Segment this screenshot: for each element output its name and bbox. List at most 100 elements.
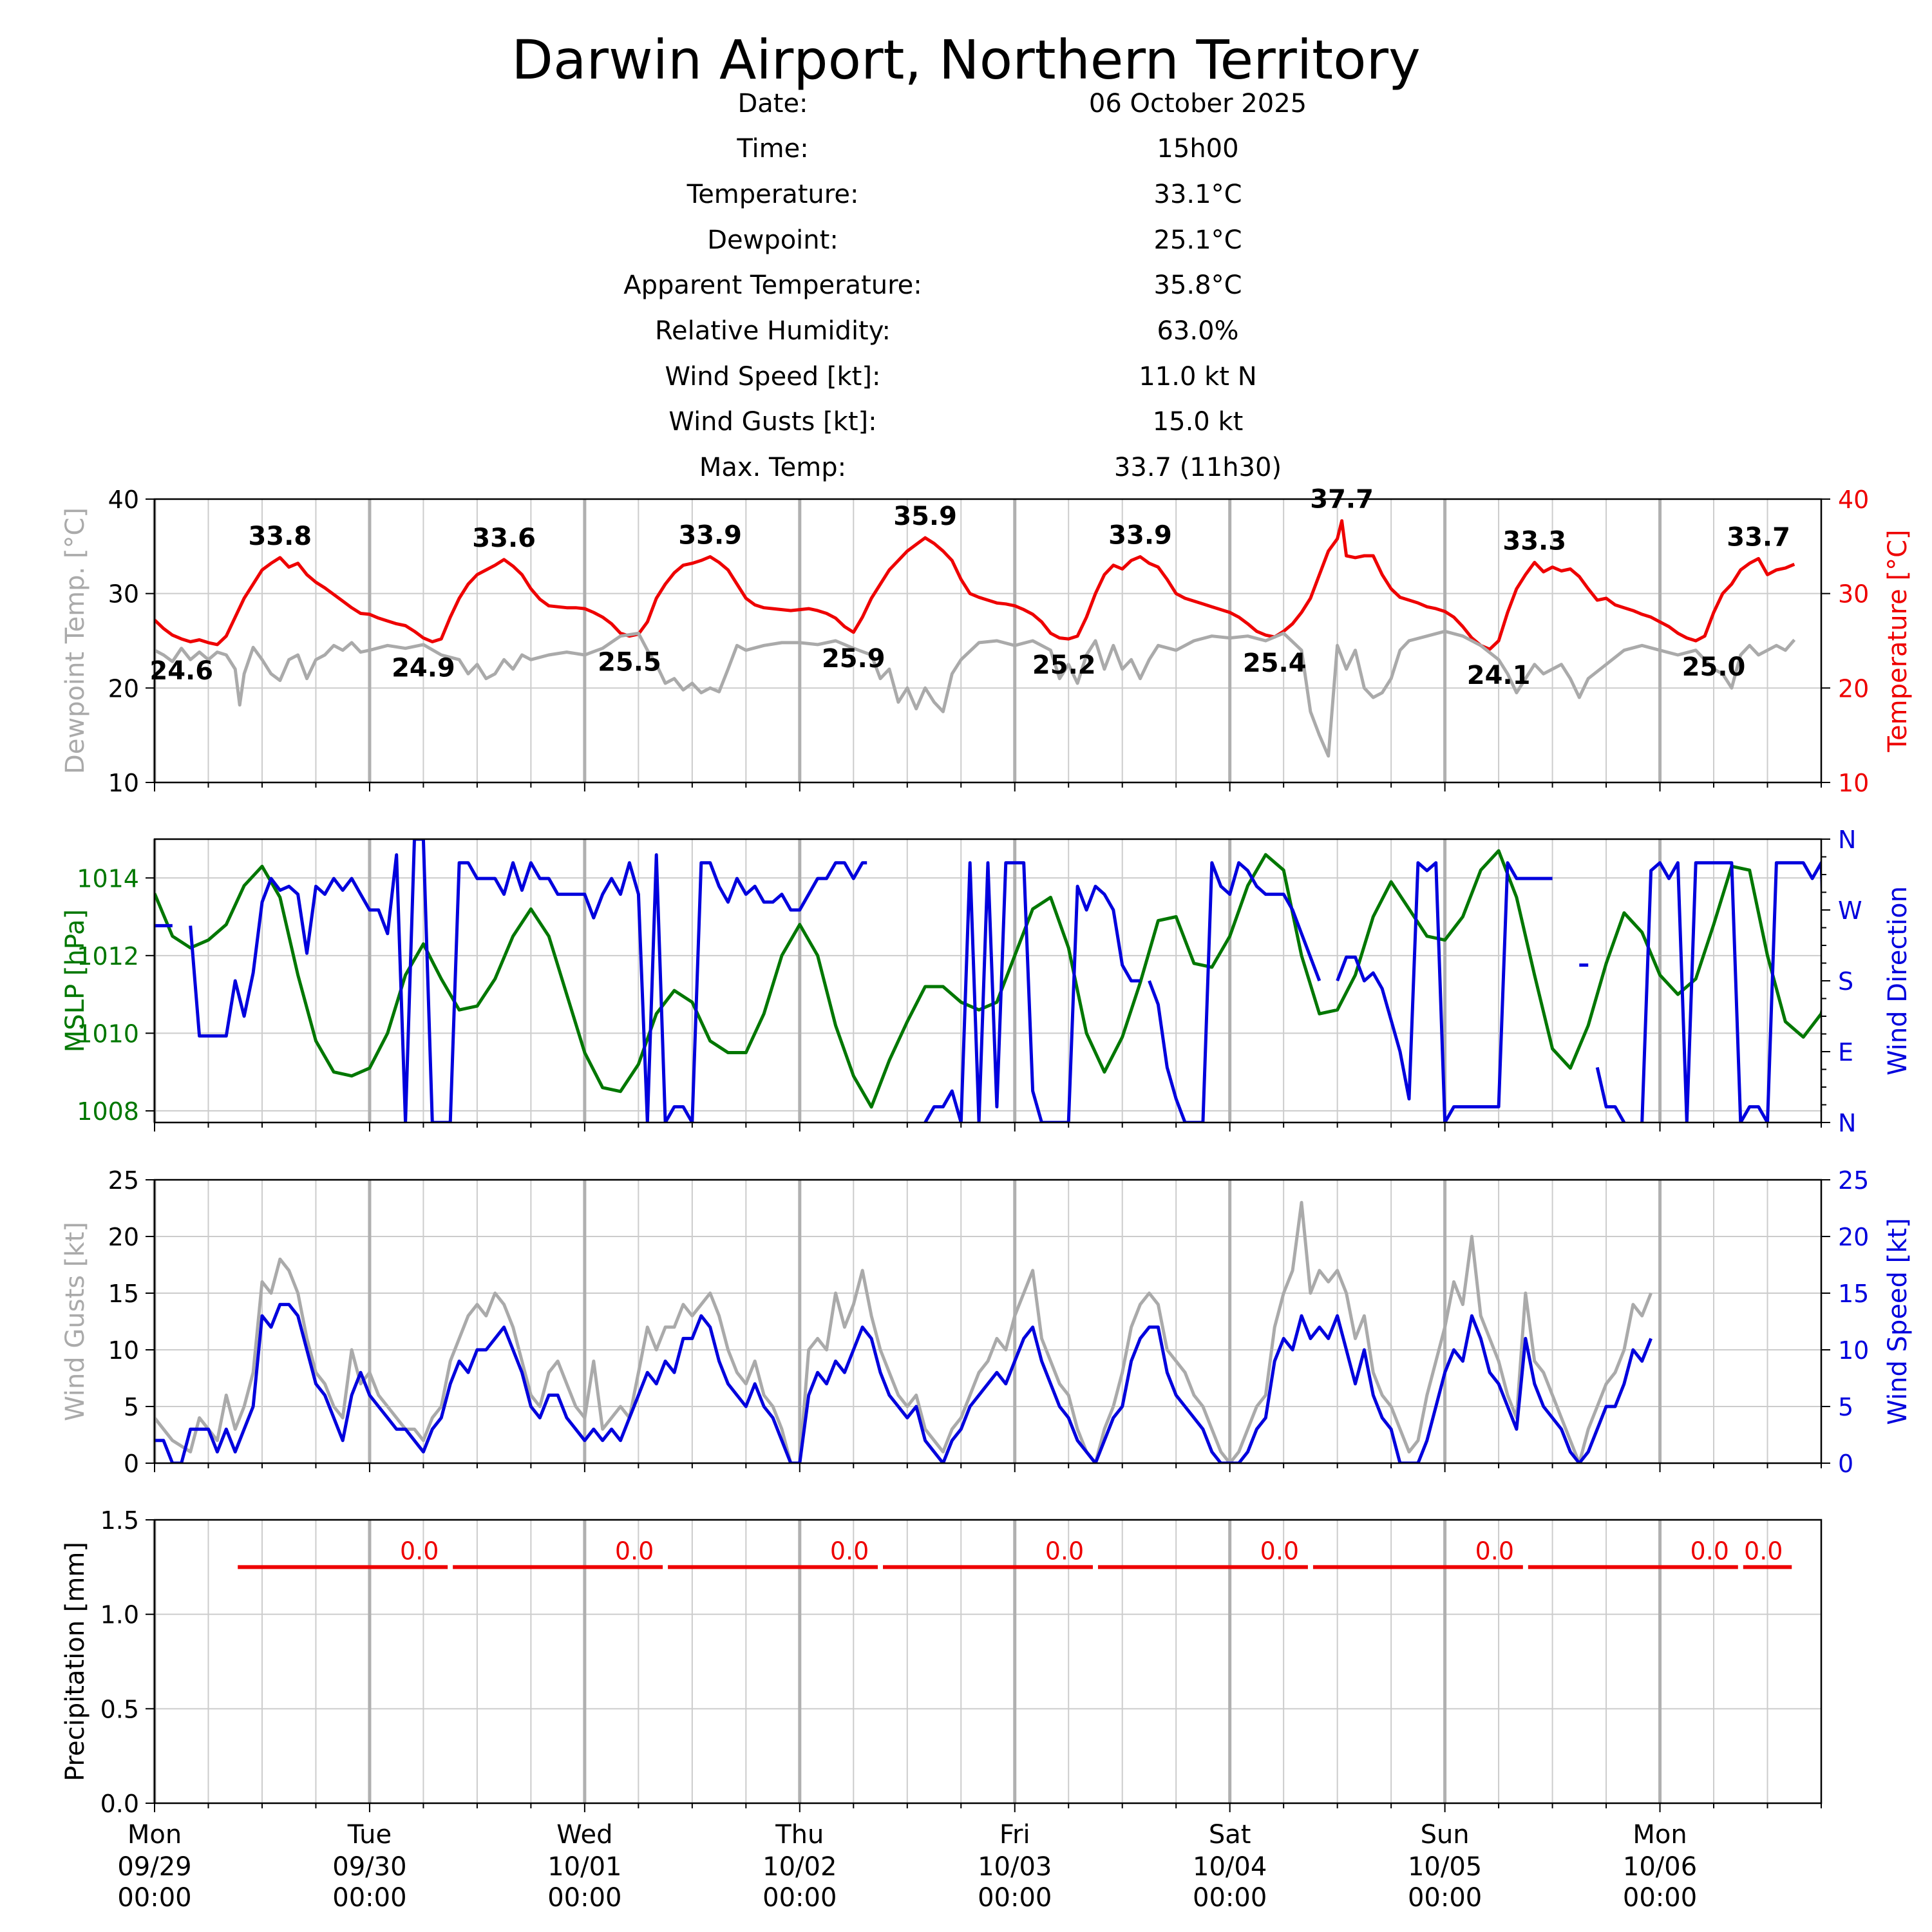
x-tick-day-label: Mon [128,1820,182,1850]
x-tick-time-label: 00:00 [762,1883,837,1913]
precipitation-total-label: 0.0 [1744,1537,1783,1565]
info-label: Wind Speed [kt]: [665,362,881,392]
info-label: Time: [737,134,809,164]
precipitation-total-label: 0.0 [1260,1537,1299,1565]
x-tick-time-label: 00:00 [1193,1883,1267,1913]
x-tick-date-label: 10/01 [547,1852,621,1882]
info-value: 06 October 2025 [1088,89,1307,118]
x-tick-time-label: 00:00 [1408,1883,1482,1913]
y2-tick-label: 15 [1838,1280,1869,1308]
panel-temperature: 33.8 33.6 33.935.933.937.733.3 33.724.6 24.9… [61,485,1913,797]
axes-frame [153,1179,1823,1464]
y2-tick-label: 20 [1838,1223,1869,1251]
x-tick-day-label: Fri [999,1820,1030,1850]
precipitation-total-label: 0.0 [1475,1537,1514,1565]
precipitation-total-label: 0.0 [615,1537,654,1565]
y2-axis-label: Wind Speed [kt] [1883,1218,1913,1425]
x-tick-date-label: 09/30 [332,1852,406,1882]
y-tick-label: 1014 [77,864,139,893]
info-label: Apparent Temperature: [623,270,922,300]
y2-tick-label: N [1838,826,1856,854]
wind_direction-line [1148,861,1321,1122]
min-temp-label: 24.6 [149,656,213,686]
info-label: Temperature: [687,180,859,209]
y2-tick-label: 30 [1838,580,1869,609]
y2-tick-label: 25 [1838,1166,1869,1195]
x-tick-day-label: Thu [775,1820,824,1850]
panel-precipitation: 0.0 0.0 0.0 0.0 0.0 0.0 0.0 0.0 0.0 0.5 1.0 1.5 Prec… [61,1506,1823,1913]
y-tick-label: 1008 [77,1097,139,1126]
panel-wind: 0 5 10 15 20 25 Wind Gusts [kt] 0 5 10 15 20 25 Wind … [61,1166,1913,1478]
panel-pressure-wind-direction: 1008 1010 1012 1014 MSLP [hPa] N E S W N Wind Dire… [61,826,1913,1137]
info-label: Date: [737,89,808,118]
x-tick-time-label: 00:00 [1623,1883,1697,1913]
info-label: Dewpoint: [707,225,838,255]
y-tick-label: 25 [108,1166,139,1195]
max-temp-label: 35.9 [893,502,957,531]
y-tick-label: 20 [108,1223,139,1251]
precipitation-total-label: 0.0 [1690,1537,1729,1565]
y2-tick-label: N [1838,1109,1856,1137]
series-group [155,1200,1653,1463]
y-tick-label: 40 [108,486,139,514]
y-tick-label: 0 [124,1450,139,1478]
max-temp-label: 33.9 [678,520,742,550]
axes-frame [153,1519,1823,1804]
precipitation-total-label: 0.0 [830,1537,869,1565]
wind_direction-line [189,839,867,1122]
min-temp-label: 25.5 [598,648,661,677]
max-temp-label: 33.6 [472,524,536,553]
min-temp-label: 24.1 [1467,661,1531,690]
dewpoint-line [155,629,1796,758]
x-tick-date-label: 10/06 [1623,1852,1697,1882]
info-label: Max. Temp: [699,453,847,482]
y2-tick-label: 5 [1838,1393,1853,1421]
series-group [155,839,1821,1122]
y2-tick-label: 10 [1838,769,1869,797]
x-tick-time-label: 00:00 [547,1883,621,1913]
min-temp-label: 24.9 [392,653,455,683]
max-temp-label: 33.8 [248,522,312,551]
info-value: 15h00 [1157,134,1239,164]
y-tick-label: 20 [108,674,139,703]
wind_direction-line [1336,861,1553,1122]
x-tick-date-label: 09/29 [117,1852,191,1882]
y2-tick-label: 40 [1838,486,1869,514]
x-tick-time-label: 00:00 [117,1883,191,1913]
x-tick-day-label: Wed [556,1820,612,1850]
series-group [155,519,1796,758]
info-value: 25.1°C [1153,225,1242,255]
wind_speed-line [155,1303,1653,1463]
x-tick-day-label: Sat [1209,1820,1251,1850]
wind_direction-line [923,861,1141,1122]
y-tick-label: 0.0 [100,1790,139,1818]
y-tick-label: 0.5 [100,1695,139,1723]
y-tick-label: 10 [108,1336,139,1365]
y-tick-label: 1010 [77,1019,139,1048]
min-temp-label: 25.4 [1243,649,1307,678]
y-tick-label: 1.0 [100,1601,139,1629]
x-tick-day-label: Tue [347,1820,392,1850]
y-axis-label: Dewpoint Temp. [°C] [61,507,90,774]
wind_gusts-line [155,1200,1653,1463]
max-temp-label: 33.9 [1108,520,1172,550]
info-value: 63.0% [1157,316,1239,346]
chart-title: Darwin Airport, Northern Territory [511,28,1421,91]
x-tick-time-label: 00:00 [978,1883,1052,1913]
y2-axis-label: Wind Direction [1883,886,1913,1075]
info-value: 33.7 (11h30) [1113,453,1282,482]
max-temp-label: 33.3 [1502,526,1566,556]
y-tick-label: 5 [124,1393,139,1421]
y-axis-label: Wind Gusts [kt] [61,1222,90,1421]
y2-tick-label: E [1838,1038,1853,1066]
x-tick-day-label: Sun [1421,1820,1470,1850]
pressure-line [155,849,1821,1109]
y2-tick-label: 10 [1838,1336,1869,1365]
x-tick-date-label: 10/04 [1193,1852,1267,1882]
info-value: 33.1°C [1153,180,1242,209]
y-tick-label: 1.5 [100,1506,139,1535]
y2-tick-label: W [1838,896,1862,925]
y-axis-label: Precipitation [mm] [61,1542,90,1781]
